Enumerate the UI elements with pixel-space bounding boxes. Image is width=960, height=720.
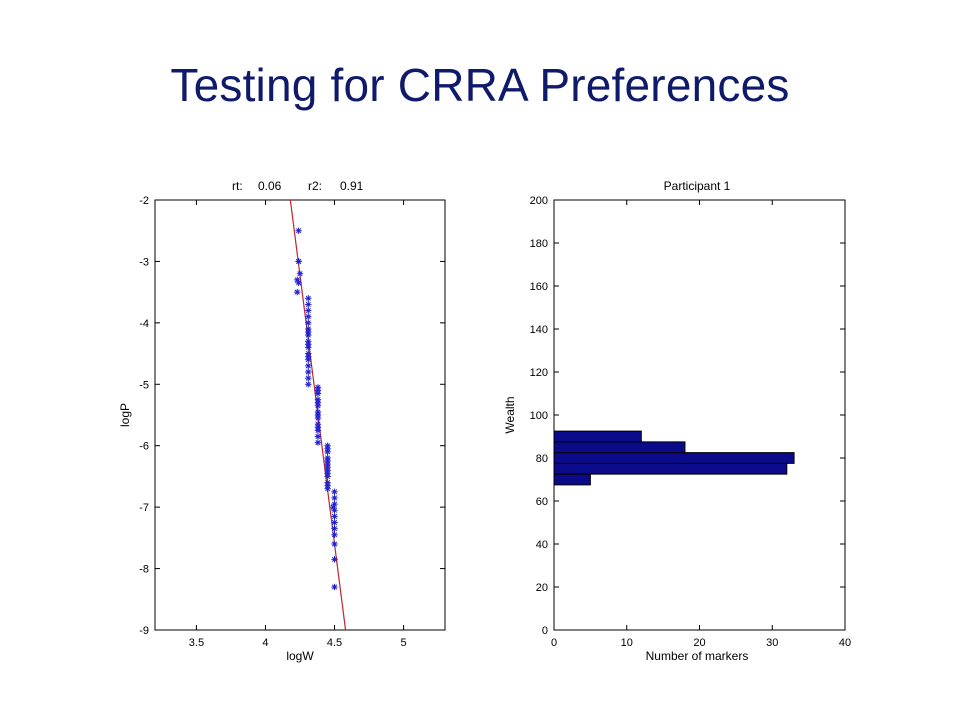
scatter-point bbox=[295, 258, 302, 265]
histogram-ytick-label: 20 bbox=[536, 582, 548, 594]
scatter-xtick-label: 3.5 bbox=[189, 637, 204, 649]
histogram-ytick-label: 140 bbox=[530, 324, 548, 336]
histogram-bar bbox=[553, 452, 795, 464]
scatter-xtick-label: 4.5 bbox=[327, 637, 342, 649]
scatter-xlabel: logW bbox=[286, 649, 314, 663]
scatter-point bbox=[324, 457, 331, 465]
scatter-point bbox=[305, 374, 312, 382]
histogram-xtick-label: 0 bbox=[551, 637, 557, 649]
scatter-point bbox=[329, 503, 337, 511]
scatter-ytick-label: -5 bbox=[139, 379, 149, 391]
page-title: Testing for CRRA Preferences bbox=[170, 59, 790, 111]
scatter-point bbox=[324, 445, 331, 452]
scatter-point bbox=[331, 556, 338, 563]
histogram-bar bbox=[553, 441, 686, 454]
scatter-point bbox=[295, 227, 302, 234]
scatter-point bbox=[331, 525, 338, 532]
scatter-point bbox=[296, 270, 304, 277]
scatter-point bbox=[294, 288, 301, 296]
scatter-point bbox=[314, 433, 322, 440]
scatter-point bbox=[305, 328, 312, 336]
histogram-bar bbox=[553, 473, 591, 486]
histogram-ytick-label: 200 bbox=[530, 195, 548, 207]
histogram-ytick-label: 0 bbox=[542, 625, 548, 637]
scatter-point bbox=[305, 319, 312, 327]
scatter-point bbox=[305, 362, 312, 370]
scatter-point bbox=[294, 276, 301, 284]
scatter-ytick-label: -8 bbox=[139, 564, 149, 576]
histogram-ytick-label: 80 bbox=[536, 453, 548, 465]
scatter-point bbox=[305, 307, 312, 314]
scatter-point bbox=[314, 387, 322, 394]
scatter-title-rt-value: 0.06 bbox=[258, 179, 282, 193]
scatter-point bbox=[314, 424, 322, 431]
scatter-ylabel: logP bbox=[118, 403, 132, 427]
histogram-ytick-label: 120 bbox=[530, 367, 548, 379]
scatter-point bbox=[305, 341, 312, 348]
scatter-xtick-label: 4 bbox=[262, 637, 268, 649]
histogram-ytick-label: 180 bbox=[530, 238, 548, 250]
scatter-point bbox=[305, 381, 312, 388]
scatter-ytick-label: -9 bbox=[139, 625, 149, 637]
histogram-ytick-label: 160 bbox=[530, 281, 548, 293]
scatter-point bbox=[331, 513, 338, 520]
scatter-ytick-label: -7 bbox=[139, 502, 149, 514]
histogram-xlabel: Number of markers bbox=[646, 649, 749, 663]
scatter-point bbox=[331, 488, 338, 495]
histogram-ylabel: Wealth bbox=[503, 396, 517, 433]
histogram-title: Participant 1 bbox=[664, 179, 731, 193]
scatter-point bbox=[314, 439, 322, 446]
scatter-point bbox=[305, 313, 312, 320]
histogram-ytick-label: 40 bbox=[536, 539, 548, 551]
scatter-point bbox=[331, 494, 338, 502]
scatter-point bbox=[314, 399, 322, 406]
histogram-bar bbox=[553, 462, 788, 475]
scatter-point bbox=[305, 368, 312, 376]
histogram-plot: Participant 1 Number of markers Wealth 0… bbox=[503, 179, 851, 663]
scatter-point bbox=[331, 583, 338, 591]
scatter-title-r2-label: r2: bbox=[308, 179, 322, 193]
histogram-xtick-label: 30 bbox=[766, 637, 778, 649]
scatter-ytick-label: -3 bbox=[139, 256, 149, 268]
histogram-bar bbox=[553, 430, 642, 443]
scatter-point bbox=[324, 464, 331, 471]
scatter-point bbox=[305, 301, 312, 308]
histogram-ytick-label: 60 bbox=[536, 496, 548, 508]
histogram-xtick-label: 10 bbox=[621, 637, 633, 649]
scatter-ytick-label: -2 bbox=[139, 195, 149, 207]
scatter-point bbox=[305, 295, 312, 302]
scatter-point bbox=[331, 531, 338, 538]
scatter-point bbox=[331, 519, 338, 526]
histogram-xtick-label: 20 bbox=[693, 637, 705, 649]
scatter-title-r2-value: 0.91 bbox=[340, 179, 364, 193]
scatter-point bbox=[324, 470, 331, 477]
scatter-point bbox=[314, 411, 322, 419]
histogram-ytick-label: 100 bbox=[530, 410, 548, 422]
scatter-plot-frame bbox=[154, 199, 446, 631]
scatter-point bbox=[305, 353, 312, 360]
scatter-title-rt-label: rt: bbox=[232, 179, 243, 193]
scatter-plot: rt: 0.06 r2: 0.91 logW logP 3.5 4 4.5 5 -2 -3… bbox=[118, 179, 446, 663]
scatter-ytick-label: -6 bbox=[139, 441, 149, 453]
scatter-point bbox=[331, 540, 338, 548]
scatter-xtick-label: 5 bbox=[401, 637, 407, 649]
histogram-plot-frame bbox=[553, 199, 846, 631]
histogram-xtick-label: 40 bbox=[839, 637, 851, 649]
scatter-point bbox=[324, 482, 331, 489]
scatter-ytick-label: -4 bbox=[139, 318, 149, 330]
